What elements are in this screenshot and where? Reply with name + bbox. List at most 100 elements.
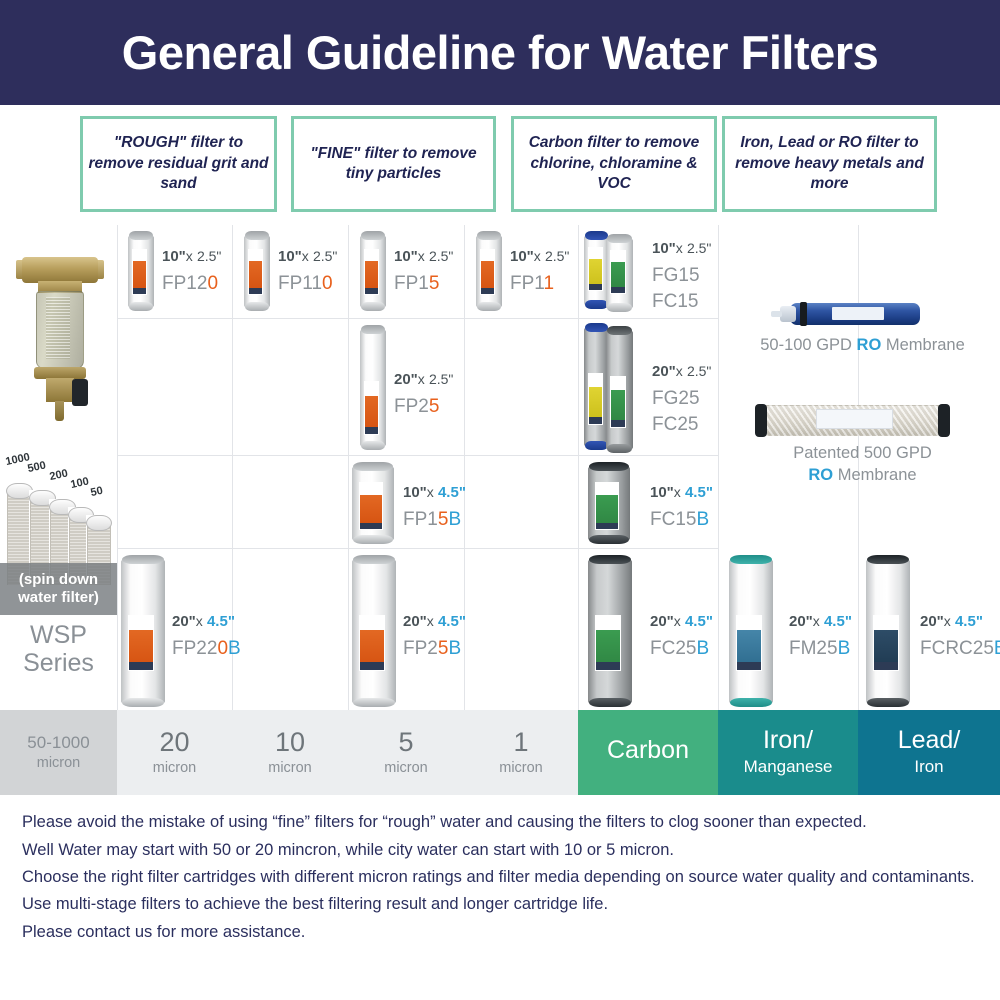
title-banner: General Guideline for Water Filters (0, 0, 1000, 105)
cartridge-label (358, 482, 384, 530)
cartridge-bottom-cap (360, 302, 386, 311)
spin-down-filter-image (16, 239, 104, 429)
cartridge-top-cap (353, 555, 395, 564)
micron-rating-bar: 50-1000 micron 20 micron 10 micron 5 mic… (0, 710, 1000, 795)
cartridge-bottom-cap (353, 535, 393, 544)
micron-segment-value: 5 (398, 727, 414, 757)
cartridge-bottom-cap (606, 303, 633, 312)
ro-membrane-label (831, 306, 884, 320)
cartridge-fp15b (352, 462, 394, 544)
spec-fcrc25b: 20"x 4.5" FCRC25B (920, 612, 1000, 662)
cartridge-top-cap (606, 326, 633, 335)
spec-fp15b: 10"x 4.5" FP15B (403, 483, 466, 533)
ro-membrane-big-cap-left (755, 403, 767, 438)
spec-fg25-fc25: 20"x 2.5" FG25 FC25 (652, 362, 711, 437)
spec-model-fc15b: FC15B (650, 509, 710, 531)
spec-model-fg15: FG15 (652, 265, 700, 287)
spec-dimension-fg25: 20"x 2.5" (652, 363, 712, 380)
ro-big-line2: RO Membrane (730, 465, 995, 487)
cartridge-fg25 (584, 323, 609, 450)
category-header-row: "ROUGH" filter to remove residual grit a… (0, 116, 1000, 216)
spin-down-mesh-screen (46, 297, 70, 359)
label-header-strip (360, 616, 384, 631)
spec-fp11: 10"x 2.5" FP11 (510, 247, 569, 297)
cartridge-top-cap (584, 231, 609, 240)
spin-down-base (46, 378, 74, 402)
spin-down-brass-head (22, 257, 98, 283)
label-header-strip (874, 616, 898, 631)
spec-dimension-fp120: 10"x 2.5" (162, 248, 222, 265)
filter-matrix: 1000 500 200 100 50 (spin down water fil… (0, 225, 1000, 710)
ro-membrane-big-image (755, 403, 950, 438)
cartridge-label (610, 250, 626, 294)
cartridge-bottom-cap (353, 698, 395, 707)
label-header-strip (596, 616, 620, 631)
grid-vline-6 (718, 225, 719, 710)
wsp-series-line2: Series (23, 649, 94, 677)
label-footer-strip (249, 287, 263, 294)
cartridge-fp25 (360, 325, 386, 450)
grid-vline-2 (232, 225, 233, 710)
cartridge-bottom-cap (584, 300, 609, 309)
cartridge-fp11 (476, 231, 502, 311)
spec-fp15: 10"x 2.5" FP15 (394, 247, 453, 297)
micron-segment-iron-manganese: Iron/ Manganese (718, 710, 858, 795)
spec-model-fp25b: FP25B (403, 638, 462, 660)
cartridge-cap (86, 515, 112, 531)
ro-membrane-small-image (771, 301, 920, 327)
spec-model-fm25b: FM25B (789, 638, 851, 660)
ro-membrane-big-cap-right (938, 403, 950, 438)
cartridge-bottom-cap (122, 698, 164, 707)
micron-label-200: 200 (48, 467, 69, 483)
cartridge-label (364, 381, 380, 435)
ro-membrane-big-caption: Patented 500 GPD RO Membrane (730, 443, 995, 487)
ro-small-suffix: Membrane (881, 336, 965, 354)
cartridge-label (480, 249, 496, 295)
label-footer-strip (133, 287, 147, 294)
label-header-strip (595, 483, 619, 495)
micron-segment-value: Carbon (607, 736, 689, 764)
label-footer-strip (589, 417, 602, 424)
spec-dimension-fp15b: 10"x 4.5" (403, 484, 466, 501)
cartridge-fg15 (584, 231, 609, 309)
spec-fc25b: 20"x 4.5" FC25B (650, 612, 713, 662)
label-footer-strip (589, 284, 602, 290)
label-header-strip (129, 616, 153, 631)
cartridge-top-cap (589, 555, 631, 564)
label-footer-strip (360, 662, 384, 670)
micron-segment-value: 20 (159, 727, 190, 757)
micron-segment-50-1000: 50-1000 micron (0, 710, 117, 795)
label-header-strip (359, 483, 383, 495)
cartridge-fc25b (588, 555, 632, 707)
micron-segment-value: Iron/ (762, 726, 814, 754)
ro-big-line1: Patented 500 GPD (793, 444, 932, 462)
footer-line-1: Please avoid the mistake of using “fine”… (22, 813, 867, 831)
micron-label-100: 100 (69, 475, 90, 491)
spec-model-fp15b: FP15B (403, 509, 462, 531)
label-footer-strip (737, 662, 761, 670)
footer-line-3: Choose the right filter cartridges with … (22, 868, 975, 914)
category-box-fine: "FINE" filter to remove tiny particles (291, 116, 496, 212)
cartridge-bottom-cap (606, 444, 633, 453)
cartridge-top-cap (128, 231, 154, 240)
spin-down-base-ring (34, 367, 86, 379)
ro-big-highlight: RO (808, 465, 834, 484)
cartridge-bottom-cap (360, 441, 386, 450)
cartridge-fc15 (606, 234, 633, 312)
micron-segment-unit: micron (384, 760, 428, 776)
grid-vline-4 (464, 225, 465, 710)
label-footer-strip (611, 287, 625, 293)
cartridge-fc15b (588, 462, 630, 544)
micron-segment-20: 20 micron (117, 710, 232, 795)
label-header-strip (133, 250, 147, 262)
label-header-strip (611, 377, 625, 390)
micron-segment-value: Lead/ (897, 726, 961, 754)
ro-membrane-small-caption: 50-100 GPD RO Membrane (730, 335, 995, 357)
spec-model-fp110: FP110 (278, 273, 333, 295)
label-footer-strip (874, 662, 898, 670)
ro-membrane-big-label (815, 408, 894, 430)
spin-down-caption-line2: water filter) (18, 589, 99, 606)
micron-segment-10: 10 micron (232, 710, 348, 795)
cartridge-bottom-cap (730, 698, 772, 707)
